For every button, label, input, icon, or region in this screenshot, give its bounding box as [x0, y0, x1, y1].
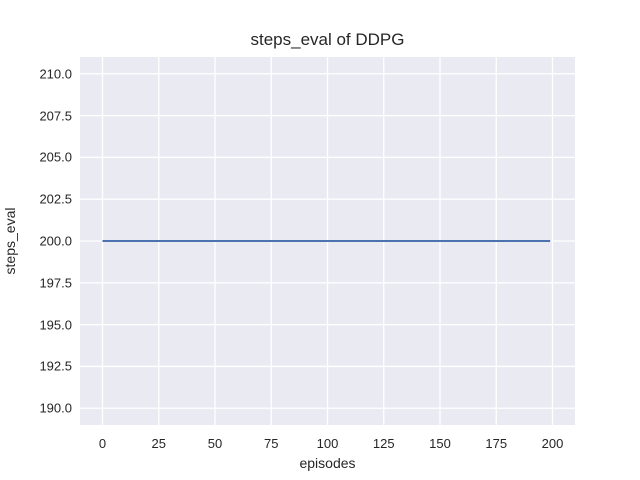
y-tick-label: 205.0	[39, 149, 72, 165]
x-tick-label: 175	[485, 436, 508, 451]
x-tick-label: 200	[541, 436, 564, 451]
y-tick-label: 192.5	[39, 358, 72, 374]
y-axis-label: steps_eval	[2, 207, 18, 275]
x-axis-label: episodes	[299, 455, 356, 471]
x-tick-label: 75	[264, 436, 279, 451]
plot-area	[80, 57, 575, 425]
x-tick-label: 25	[151, 436, 166, 451]
chart-title: steps_eval of DDPG	[250, 30, 405, 49]
y-tick-label: 202.5	[39, 191, 72, 207]
x-tick-label: 125	[372, 436, 395, 451]
x-tick-label: 150	[429, 436, 451, 451]
x-tick-label: 0	[98, 436, 107, 451]
y-tick-label: 210.0	[39, 66, 72, 82]
x-tick-label: 100	[316, 436, 339, 451]
y-tick-label: 207.5	[39, 108, 72, 124]
y-tick-label: 200.0	[39, 233, 72, 249]
y-tick-label: 197.5	[39, 275, 72, 291]
y-tick-label: 195.0	[39, 317, 72, 333]
y-tick-label: 190.0	[39, 400, 72, 416]
line-chart-canvas	[80, 57, 575, 425]
x-tick-label: 50	[207, 436, 223, 451]
